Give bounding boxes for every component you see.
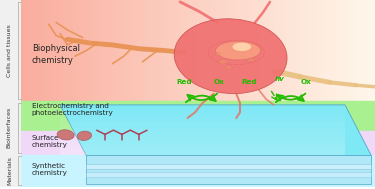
Circle shape (225, 66, 232, 69)
Bar (0, 155, 21, 187)
Circle shape (214, 53, 220, 56)
Ellipse shape (77, 131, 92, 140)
Ellipse shape (216, 41, 261, 60)
Circle shape (248, 58, 255, 62)
Bar (21, 101, 375, 131)
Bar (0, 101, 21, 155)
Polygon shape (86, 164, 371, 169)
Text: Biointerfaces: Biointerfaces (7, 107, 12, 148)
Text: Red: Red (176, 79, 192, 85)
Ellipse shape (232, 43, 251, 51)
Text: Electrochemistry and
photoelectrochemistry: Electrochemistry and photoelectrochemist… (32, 103, 114, 116)
Circle shape (219, 60, 228, 64)
Text: Biophysical
chemistry: Biophysical chemistry (32, 44, 80, 64)
Text: Red: Red (242, 79, 257, 85)
Text: Materials: Materials (7, 156, 12, 185)
Ellipse shape (57, 130, 74, 140)
Ellipse shape (174, 19, 287, 94)
Bar (0, 0, 21, 101)
Text: Synthetic
chemistry: Synthetic chemistry (32, 163, 68, 176)
Bar (21, 131, 375, 155)
Polygon shape (86, 172, 371, 177)
Text: hv: hv (274, 76, 284, 82)
Text: Surface
chemistry: Surface chemistry (32, 135, 68, 148)
Text: Cells and tissues: Cells and tissues (7, 24, 12, 77)
Polygon shape (86, 156, 371, 184)
Text: Ox: Ox (300, 79, 311, 85)
Bar (21, 155, 375, 187)
Polygon shape (60, 105, 371, 156)
Text: Ox: Ox (214, 79, 225, 85)
